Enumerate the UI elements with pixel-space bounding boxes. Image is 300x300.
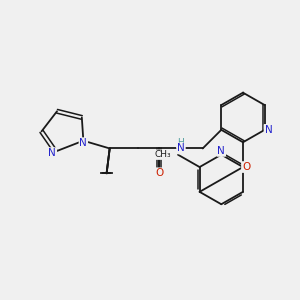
Text: N: N [80, 138, 87, 148]
Text: CH₃: CH₃ [154, 150, 171, 159]
Text: N: N [265, 125, 272, 135]
Text: N: N [218, 146, 225, 156]
Text: N: N [49, 148, 56, 158]
Text: O: O [155, 168, 164, 178]
Text: N: N [177, 143, 185, 154]
Text: H: H [177, 138, 184, 147]
Text: O: O [242, 162, 250, 172]
